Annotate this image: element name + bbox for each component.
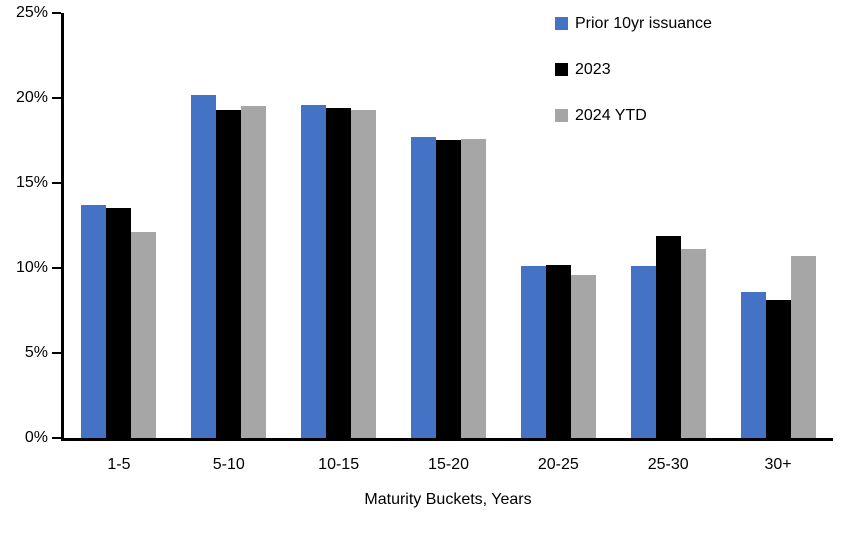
x-axis: 1-5 5-10 10-15 15-20 20-25 25-30 30+ (64, 456, 833, 476)
bar (191, 95, 217, 438)
bar (655, 236, 681, 438)
y-axis: 0% 5% 10% 15% 20% 25% (0, 0, 48, 534)
bar (81, 205, 107, 438)
legend-label: Prior 10yr issuance (575, 15, 712, 32)
y-tick-label: 20% (15, 89, 48, 106)
bar (545, 265, 571, 438)
legend-item-2024-ytd: 2024 YTD (555, 106, 712, 125)
legend-label: 2023 (575, 61, 611, 78)
bar (680, 249, 706, 438)
bar (461, 139, 486, 438)
bar (326, 108, 352, 438)
x-tick-label: 25-30 (647, 456, 689, 473)
bar (520, 266, 546, 438)
legend-swatch-icon (555, 63, 568, 76)
bar-group (411, 137, 486, 438)
x-tick-label: 30+ (764, 456, 792, 473)
legend-swatch-icon (555, 17, 568, 30)
legend-item-prior-10yr: Prior 10yr issuance (555, 14, 712, 33)
y-axis-tick (52, 12, 61, 14)
bar (436, 140, 461, 438)
bar (570, 275, 596, 438)
bar-group (740, 256, 816, 438)
x-tick-label: 1-5 (107, 456, 131, 473)
bar (351, 110, 377, 438)
x-tick-label: 5-10 (212, 456, 245, 473)
bar-group (630, 236, 706, 438)
legend: Prior 10yr issuance 2023 2024 YTD (555, 14, 712, 152)
y-tick-label: 10% (15, 259, 48, 276)
bar-group (81, 205, 157, 438)
bar (765, 300, 791, 438)
y-tick-label: 15% (15, 174, 48, 191)
y-axis-tick (52, 267, 61, 269)
x-tick-label: 20-25 (537, 456, 579, 473)
bar (740, 292, 766, 438)
bar (411, 137, 436, 438)
y-tick-label: 25% (15, 4, 48, 21)
legend-item-2023: 2023 (555, 60, 712, 79)
bars-layer (64, 13, 833, 438)
bar-group (520, 265, 596, 438)
y-axis-tick (52, 97, 61, 99)
plot-area (61, 13, 833, 441)
legend-label: 2024 YTD (575, 107, 647, 124)
bar (106, 208, 132, 438)
bar-group (191, 95, 267, 438)
y-tick-label: 5% (24, 344, 48, 361)
y-axis-tick (52, 182, 61, 184)
bar (131, 232, 157, 438)
bar (630, 266, 656, 438)
legend-swatch-icon (555, 109, 568, 122)
y-tick-label: 0% (24, 429, 48, 446)
bar (301, 105, 327, 438)
y-axis-tick (52, 437, 61, 439)
x-tick-label: 10-15 (318, 456, 360, 473)
x-tick-label: 15-20 (428, 456, 469, 473)
bar (241, 106, 267, 438)
x-axis-title: Maturity Buckets, Years (364, 491, 532, 508)
bar-group (301, 105, 377, 438)
y-axis-tick (52, 352, 61, 354)
bar (790, 256, 816, 438)
bar (216, 110, 242, 438)
